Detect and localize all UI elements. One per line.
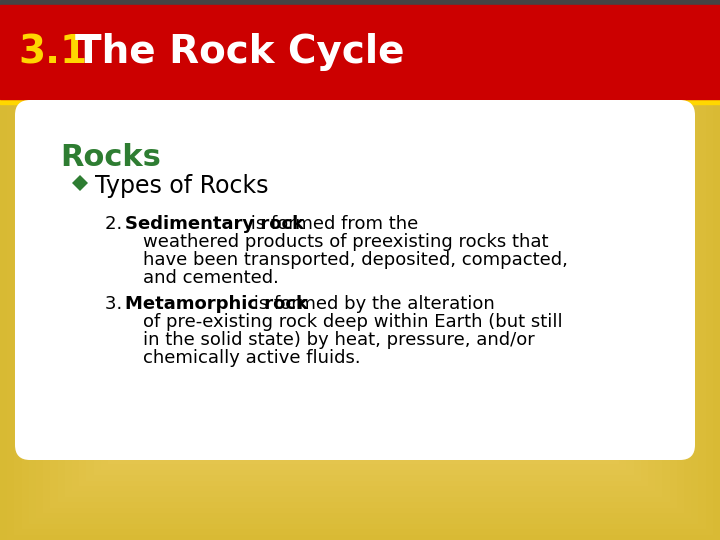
Text: chemically active fluids.: chemically active fluids. [143, 349, 361, 367]
Text: The Rock Cycle: The Rock Cycle [75, 33, 405, 71]
Text: Sedimentary rock: Sedimentary rock [125, 215, 304, 233]
Text: of pre-existing rock deep within Earth (but still: of pre-existing rock deep within Earth (… [143, 313, 562, 331]
Text: in the solid state) by heat, pressure, and/or: in the solid state) by heat, pressure, a… [143, 331, 535, 349]
Bar [0, 99, 720, 104]
Bar [0, 0, 720, 5]
Text: is formed by the alteration: is formed by the alteration [248, 295, 495, 313]
Text: 3.1: 3.1 [18, 33, 87, 71]
Text: Metamorphic rock: Metamorphic rock [125, 295, 308, 313]
Text: have been transported, deposited, compacted,: have been transported, deposited, compac… [143, 251, 568, 269]
Bar [0, 5, 720, 99]
FancyBboxPatch shape [15, 100, 695, 460]
Text: Rocks: Rocks [60, 143, 161, 172]
Text: 2.: 2. [105, 215, 128, 233]
Text: weathered products of preexisting rocks that: weathered products of preexisting rocks … [143, 233, 549, 251]
Text: is formed from the: is formed from the [245, 215, 418, 233]
Text: and cemented.: and cemented. [143, 269, 279, 287]
Text: 3.: 3. [105, 295, 128, 313]
Text: Types of Rocks: Types of Rocks [95, 174, 269, 198]
Polygon shape [72, 175, 88, 191]
